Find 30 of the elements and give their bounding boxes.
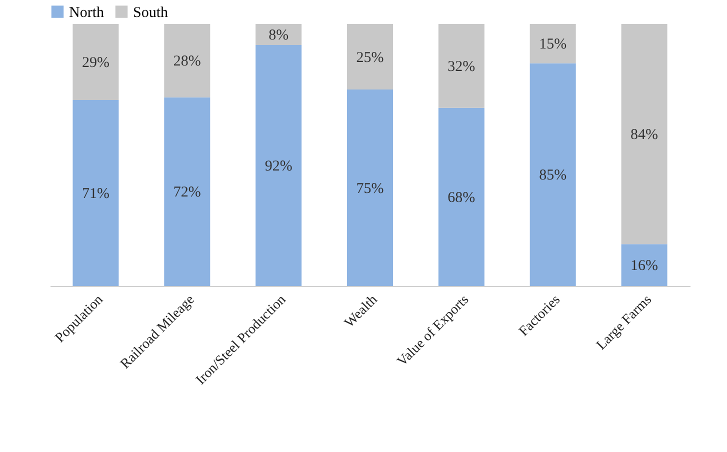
bar xyxy=(621,24,668,244)
bar xyxy=(438,108,484,286)
bar xyxy=(72,100,119,286)
data-label: 92% xyxy=(264,158,292,174)
data-label: 72% xyxy=(173,184,201,201)
bar xyxy=(164,97,210,286)
data-label: 75% xyxy=(356,180,384,197)
data-label: 15% xyxy=(539,36,567,53)
data-label: 29% xyxy=(82,54,110,71)
data-label: 84% xyxy=(630,127,658,144)
data-label: 68% xyxy=(448,190,476,206)
data-label: 25% xyxy=(356,50,384,66)
data-label: 16% xyxy=(630,258,658,274)
data-label: 28% xyxy=(173,54,201,70)
data-label: 8% xyxy=(268,27,289,44)
bar xyxy=(530,63,576,286)
data-label: 71% xyxy=(82,186,110,202)
bar xyxy=(72,24,119,100)
bar xyxy=(347,90,393,286)
bar xyxy=(621,244,668,286)
bar xyxy=(530,24,576,64)
bar xyxy=(164,24,210,98)
data-label: 85% xyxy=(539,168,567,184)
legend-label: North xyxy=(69,4,104,21)
bar xyxy=(438,24,484,108)
legend-label: South xyxy=(133,4,169,21)
bar xyxy=(347,24,393,90)
data-label: 32% xyxy=(448,58,476,75)
bar xyxy=(256,24,302,45)
bar xyxy=(256,44,302,286)
